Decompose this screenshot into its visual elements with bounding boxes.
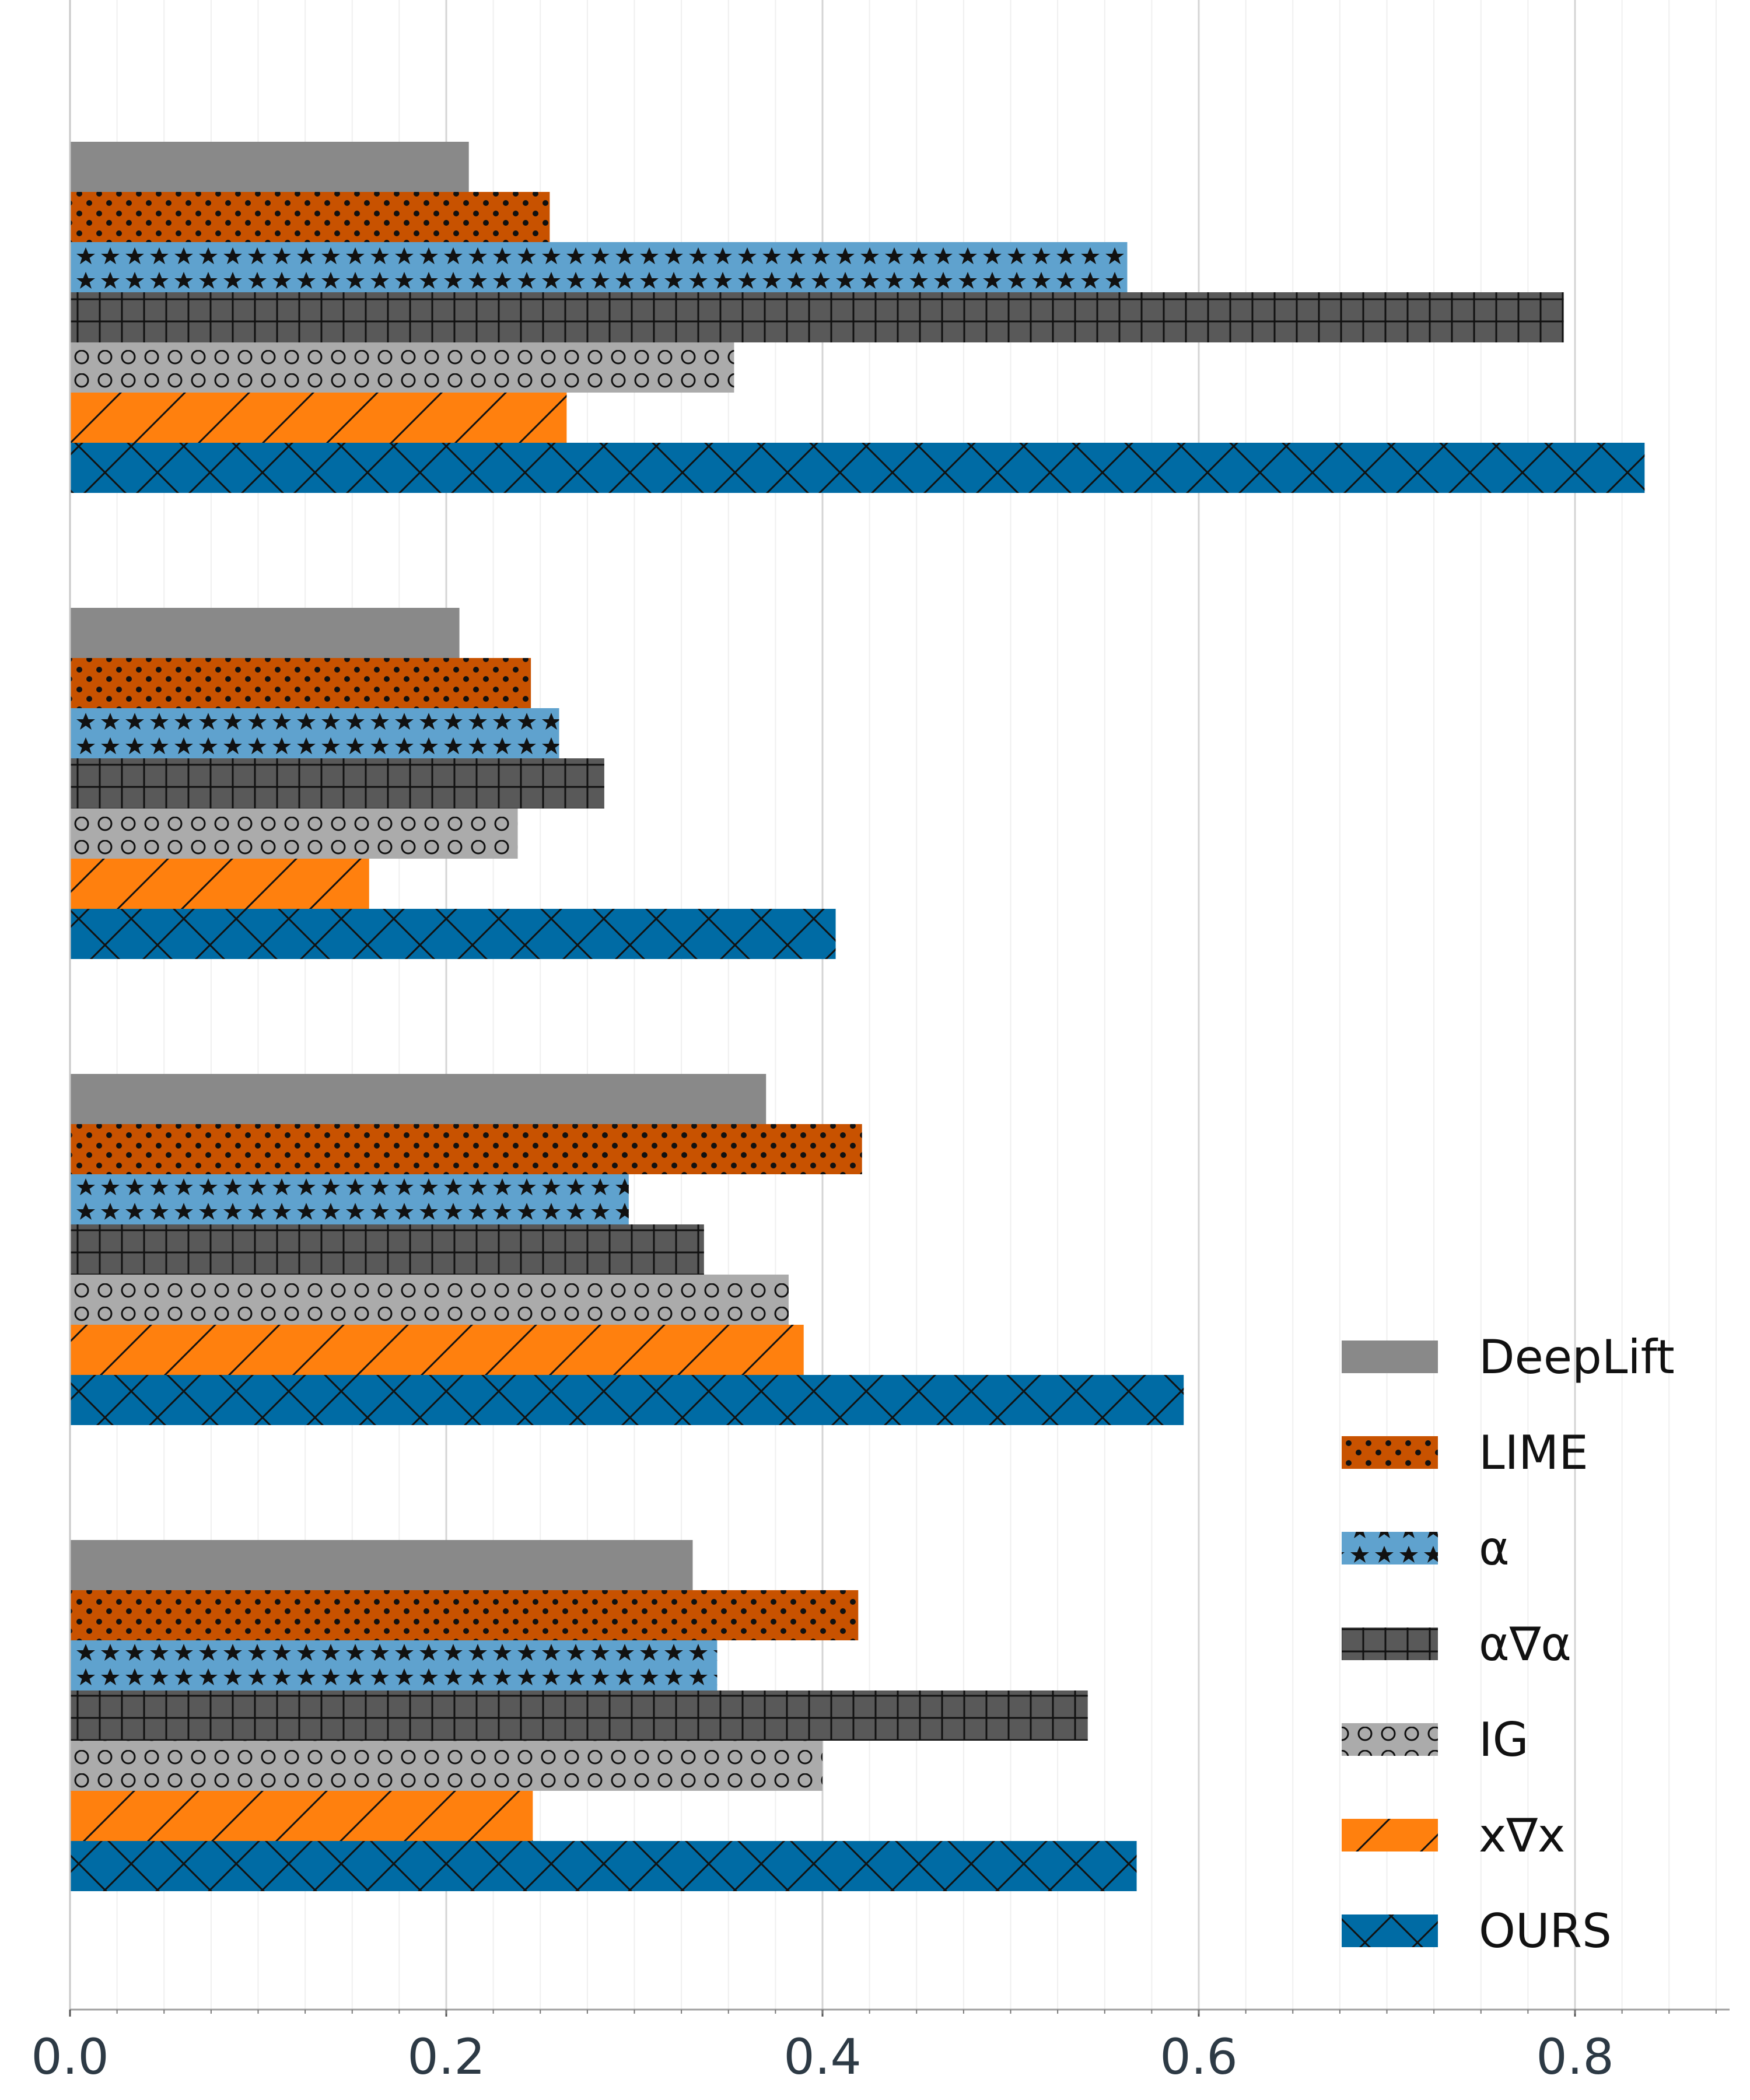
bar-hatch-x∇x-group-1 [70, 393, 567, 443]
legend-label-OURS: OURS [1479, 1904, 1612, 1958]
bar-hatch-α∇α-group-2 [70, 758, 604, 808]
legend-label-IG: IG [1479, 1713, 1529, 1767]
bar-hatch-α-group-4 [70, 1640, 718, 1690]
x-tick-label: 0.6 [1160, 2028, 1238, 2085]
x-tick-label: 0.8 [1536, 2028, 1614, 2085]
bar-DeepLift-group-4 [70, 1540, 693, 1590]
legend-swatch-hatch-IG [1342, 1723, 1438, 1756]
bar-hatch-α-group-2 [70, 708, 559, 758]
legend-label-α: α [1479, 1521, 1510, 1576]
legend-label-LIME: LIME [1479, 1426, 1588, 1480]
x-tick-label: 0.4 [783, 2028, 862, 2085]
bar-hatch-OURS-group-1 [70, 443, 1645, 493]
legend-swatch-hatch-α [1342, 1532, 1438, 1564]
legend-swatch-DeepLift [1342, 1340, 1438, 1373]
bar-hatch-x∇x-group-4 [70, 1791, 533, 1841]
bar-hatch-α∇α-group-4 [70, 1690, 1088, 1741]
bar-hatch-x∇x-group-2 [70, 859, 369, 909]
bar-hatch-IG-group-4 [70, 1741, 822, 1791]
legend: DeepLift LIME α α∇α IG x∇x OURS [1342, 1330, 1675, 1958]
bar-hatch-IG-group-3 [70, 1275, 789, 1325]
legend-swatch-hatch-x∇x [1342, 1819, 1438, 1852]
bar-hatch-LIME-group-2 [70, 658, 531, 708]
legend-swatch-hatch-OURS [1342, 1915, 1438, 1947]
bar-DeepLift-group-2 [70, 608, 460, 658]
x-tick-label: 0.2 [407, 2028, 485, 2085]
legend-swatch-hatch-LIME [1342, 1436, 1438, 1469]
legend-label-α∇α: α∇α [1479, 1617, 1572, 1671]
bar-hatch-x∇x-group-3 [70, 1325, 804, 1375]
legend-label-x∇x: x∇x [1479, 1808, 1565, 1863]
bar-hatch-LIME-group-3 [70, 1124, 862, 1174]
x-axis [69, 0, 1730, 2011]
bar-hatch-OURS-group-4 [70, 1841, 1137, 1891]
legend-swatch-hatch-α∇α [1342, 1628, 1438, 1660]
bar-hatch-IG-group-1 [70, 342, 734, 393]
bar-hatch-α-group-3 [70, 1174, 629, 1224]
legend-label-DeepLift: DeepLift [1479, 1330, 1675, 1384]
bar-hatch-LIME-group-4 [70, 1590, 859, 1640]
x-tick-label: 0.0 [31, 2028, 109, 2085]
bar-hatch-LIME-group-1 [70, 192, 550, 242]
bar-DeepLift-group-1 [70, 142, 469, 192]
bar-hatch-α∇α-group-1 [70, 292, 1564, 342]
bar-hatch-IG-group-2 [70, 808, 518, 859]
bar-hatch-OURS-group-3 [70, 1375, 1184, 1425]
bars [70, 142, 1645, 1891]
bar-hatch-α∇α-group-3 [70, 1224, 704, 1275]
bar-hatch-OURS-group-2 [70, 909, 836, 959]
bar-DeepLift-group-3 [70, 1074, 766, 1124]
bar-hatch-α-group-1 [70, 242, 1128, 292]
x-ticks: 0.0 0.2 0.4 0.6 0.8 [31, 2010, 1717, 2085]
